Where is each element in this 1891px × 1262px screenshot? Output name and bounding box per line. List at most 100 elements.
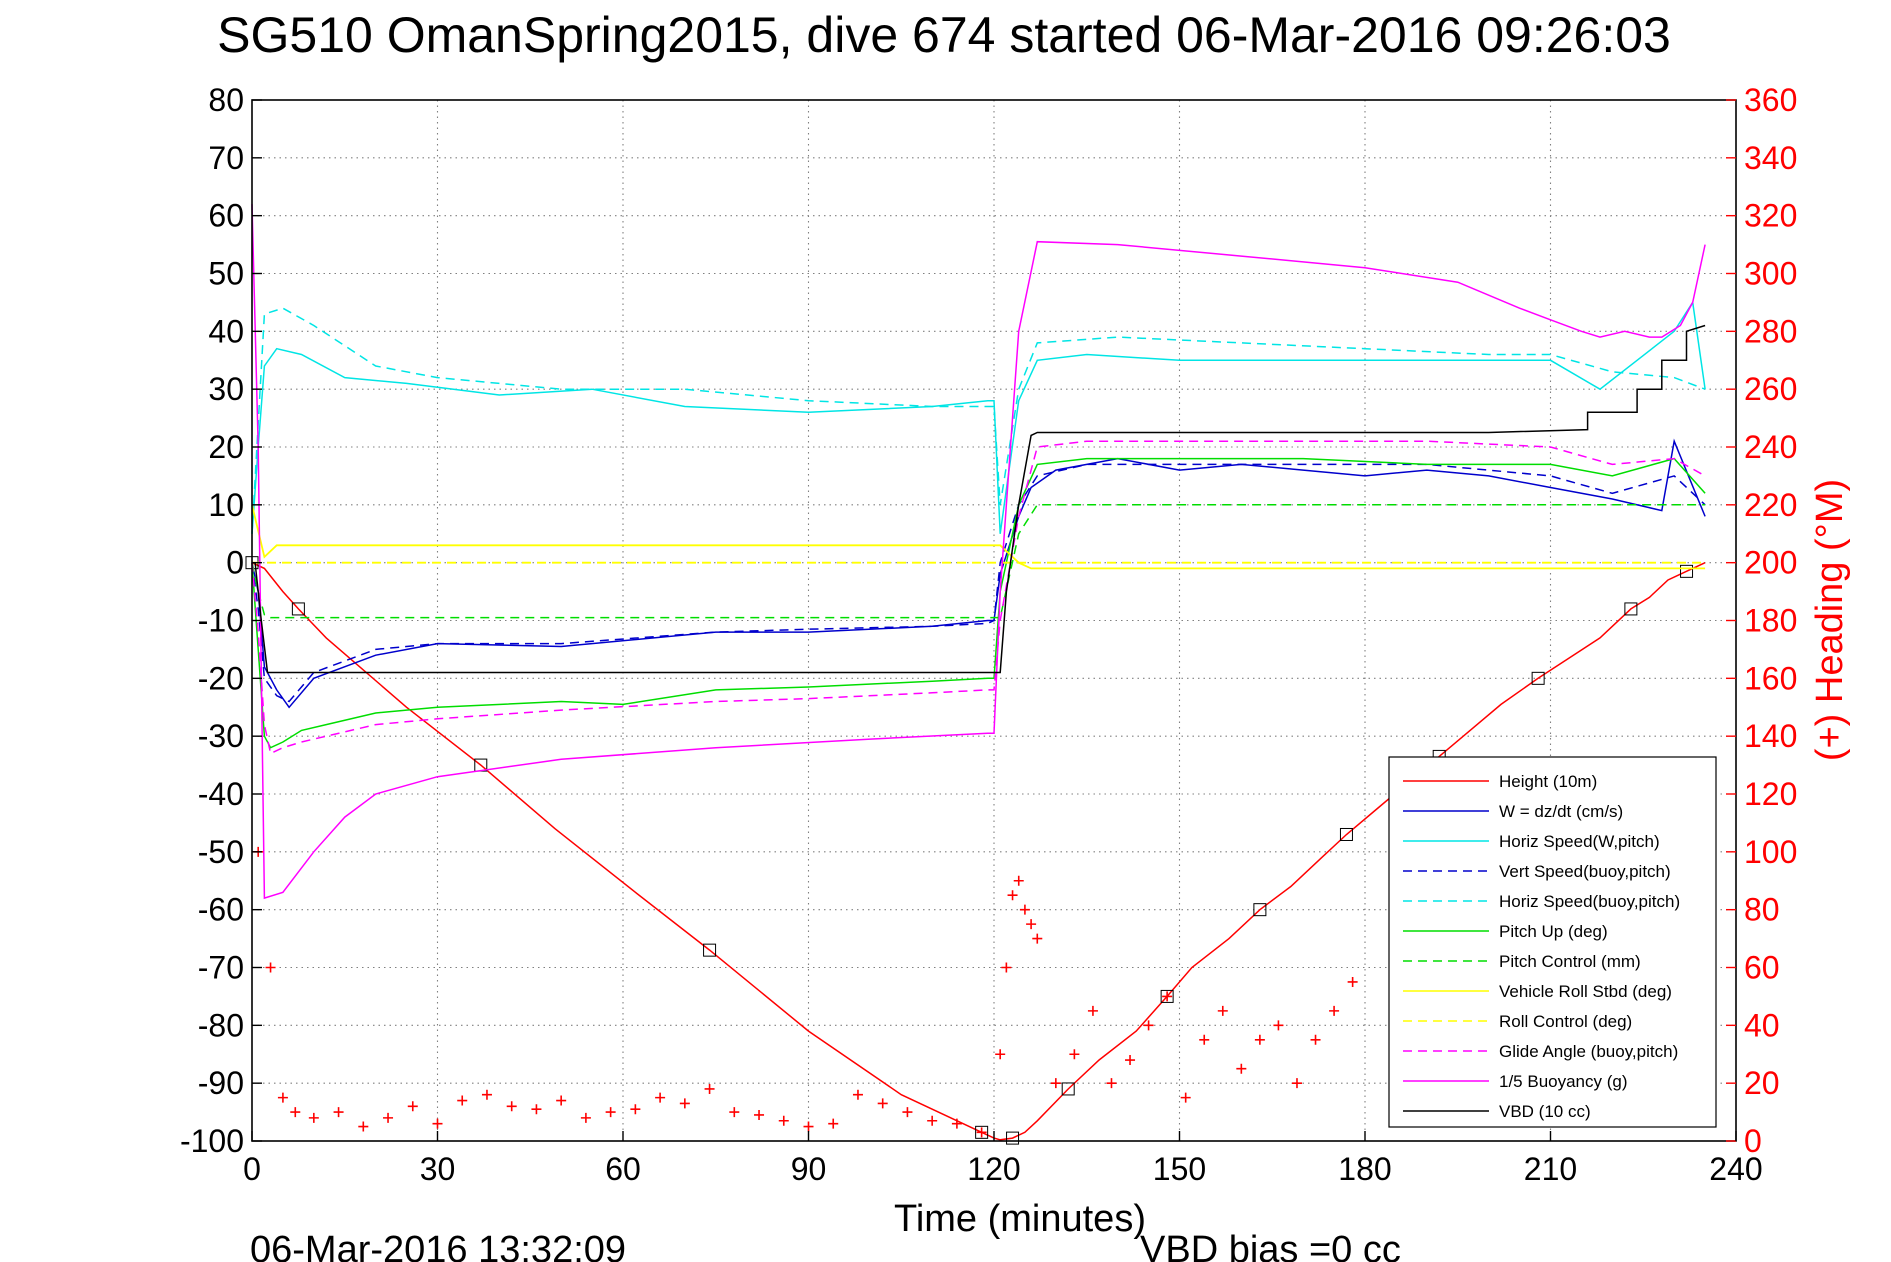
- right-tick-label: 80: [1744, 892, 1780, 928]
- x-tick-label: 0: [243, 1151, 261, 1187]
- left-tick-label: -100: [180, 1123, 244, 1159]
- heading-marker: [630, 1104, 641, 1115]
- heading-marker: [383, 1112, 394, 1123]
- heading-marker: [655, 1092, 666, 1103]
- left-tick-label: 80: [208, 82, 244, 118]
- heading-marker: [1001, 962, 1012, 973]
- heading-marker: [531, 1104, 542, 1115]
- heading-marker: [1087, 1005, 1098, 1016]
- left-tick-label: 10: [208, 487, 244, 523]
- left-tick-label: 60: [208, 198, 244, 234]
- legend-box: [1388, 756, 1717, 1128]
- heading-marker: [1032, 933, 1043, 944]
- left-tick-label: -60: [198, 892, 244, 928]
- legend-label: Glide Angle (buoy,pitch): [1499, 1042, 1678, 1061]
- height-sample-marker: [1061, 1082, 1075, 1096]
- heading-marker: [877, 1098, 888, 1109]
- heading-marker: [729, 1107, 740, 1118]
- right-axis: 3603403203002802602402202001801601401201…: [1726, 82, 1797, 1159]
- heading-marker: [976, 1127, 987, 1138]
- height-sample-marker: [1531, 671, 1545, 685]
- right-tick-label: 340: [1744, 140, 1797, 176]
- heading-marker: [927, 1115, 938, 1126]
- left-tick-label: -70: [198, 950, 244, 986]
- left-tick-label: 50: [208, 256, 244, 292]
- heading-marker: [265, 962, 276, 973]
- legend-label: W = dz/dt (cm/s): [1499, 802, 1623, 821]
- heading-marker: [556, 1095, 567, 1106]
- heading-marker: [1026, 919, 1037, 930]
- left-tick-label: -90: [198, 1065, 244, 1101]
- heading-marker: [1013, 875, 1024, 886]
- right-axis-label: (+) Heading (°M): [1809, 479, 1851, 761]
- right-tick-label: 320: [1744, 198, 1797, 234]
- legend-label: Horiz Speed(buoy,pitch): [1499, 892, 1680, 911]
- series-line-pitch-up-deg: [251, 457, 1706, 749]
- heading-marker: [1019, 904, 1030, 915]
- x-axis-label: Time (minutes): [894, 1198, 1146, 1240]
- height-sample-marker: [703, 943, 717, 957]
- left-tick-label: 40: [208, 313, 244, 349]
- heading-marker: [1291, 1078, 1302, 1089]
- right-tick-label: 120: [1744, 776, 1797, 812]
- left-tick-label: 20: [208, 429, 244, 465]
- legend-label: VBD (10 cc): [1499, 1102, 1591, 1121]
- heading-marker: [1143, 1020, 1154, 1031]
- heading-marker: [605, 1107, 616, 1118]
- left-tick-label: -20: [198, 660, 244, 696]
- heading-marker: [1199, 1034, 1210, 1045]
- height-sample-marker: [1160, 989, 1174, 1003]
- right-tick-label: 60: [1744, 950, 1780, 986]
- legend-label: Roll Control (deg): [1499, 1012, 1632, 1031]
- heading-marker: [704, 1083, 715, 1094]
- height-sample-marker: [1624, 602, 1638, 616]
- series-line-vert-speed-buoy-pitch: [251, 463, 1706, 703]
- heading-marker: [1069, 1049, 1080, 1060]
- right-tick-label: 200: [1744, 545, 1797, 581]
- left-axis: 80 70 60 50 40 30 20 10 0 -10 -20 -30 -40 -50 -60 -70 -8…: [180, 82, 262, 1159]
- heading-marker: [1273, 1020, 1284, 1031]
- heading-marker: [679, 1098, 690, 1109]
- x-tick-label: 30: [420, 1151, 456, 1187]
- legend-label: Vert Speed(buoy,pitch): [1499, 862, 1671, 881]
- heading-marker: [1347, 976, 1358, 987]
- x-tick-label: 240: [1709, 1151, 1762, 1187]
- heading-marker: [481, 1089, 492, 1100]
- height-sample-marker: [1680, 564, 1694, 578]
- legend-label: 1/5 Buoyancy (g): [1499, 1072, 1628, 1091]
- x-tick-label: 120: [967, 1151, 1020, 1187]
- heading-marker: [778, 1115, 789, 1126]
- x-tick-label: 60: [605, 1151, 641, 1187]
- heading-marker: [277, 1092, 288, 1103]
- right-tick-label: 180: [1744, 603, 1797, 639]
- heading-marker: [1310, 1034, 1321, 1045]
- heading-marker: [358, 1121, 369, 1132]
- left-tick-label: 70: [208, 140, 244, 176]
- legend-label: Pitch Up (deg): [1499, 922, 1608, 941]
- footer-vbd-bias: VBD bias =0 cc: [1140, 1229, 1401, 1262]
- right-tick-label: 160: [1744, 660, 1797, 696]
- series-line-1-5-buoyancy-g: [251, 204, 1706, 900]
- right-tick-label: 260: [1744, 371, 1797, 407]
- left-tick-label: -10: [198, 603, 244, 639]
- heading-marker: [828, 1118, 839, 1129]
- heading-marker: [290, 1107, 301, 1118]
- left-tick-label: -50: [198, 834, 244, 870]
- heading-marker: [1329, 1005, 1340, 1016]
- right-tick-label: 100: [1744, 834, 1797, 870]
- series-line-vehicle-roll-stbd-deg: [251, 504, 1706, 570]
- heading-marker: [1254, 1034, 1265, 1045]
- x-tick-label: 150: [1153, 1151, 1206, 1187]
- heading-marker: [308, 1112, 319, 1123]
- chart-title: SG510 OmanSpring2015, dive 674 started 0…: [217, 7, 1671, 63]
- heading-marker: [407, 1101, 418, 1112]
- footer-timestamp: 06-Mar-2016 13:32:09: [250, 1229, 626, 1262]
- left-tick-label: -40: [198, 776, 244, 812]
- legend-label: Horiz Speed(W,pitch): [1499, 832, 1660, 851]
- heading-marker: [951, 1118, 962, 1129]
- heading-marker: [1050, 1078, 1061, 1089]
- x-axis: 0 30 60 90 120 150 180 210 240: [243, 1131, 1763, 1187]
- right-tick-label: 0: [1744, 1123, 1762, 1159]
- right-tick-label: 140: [1744, 718, 1797, 754]
